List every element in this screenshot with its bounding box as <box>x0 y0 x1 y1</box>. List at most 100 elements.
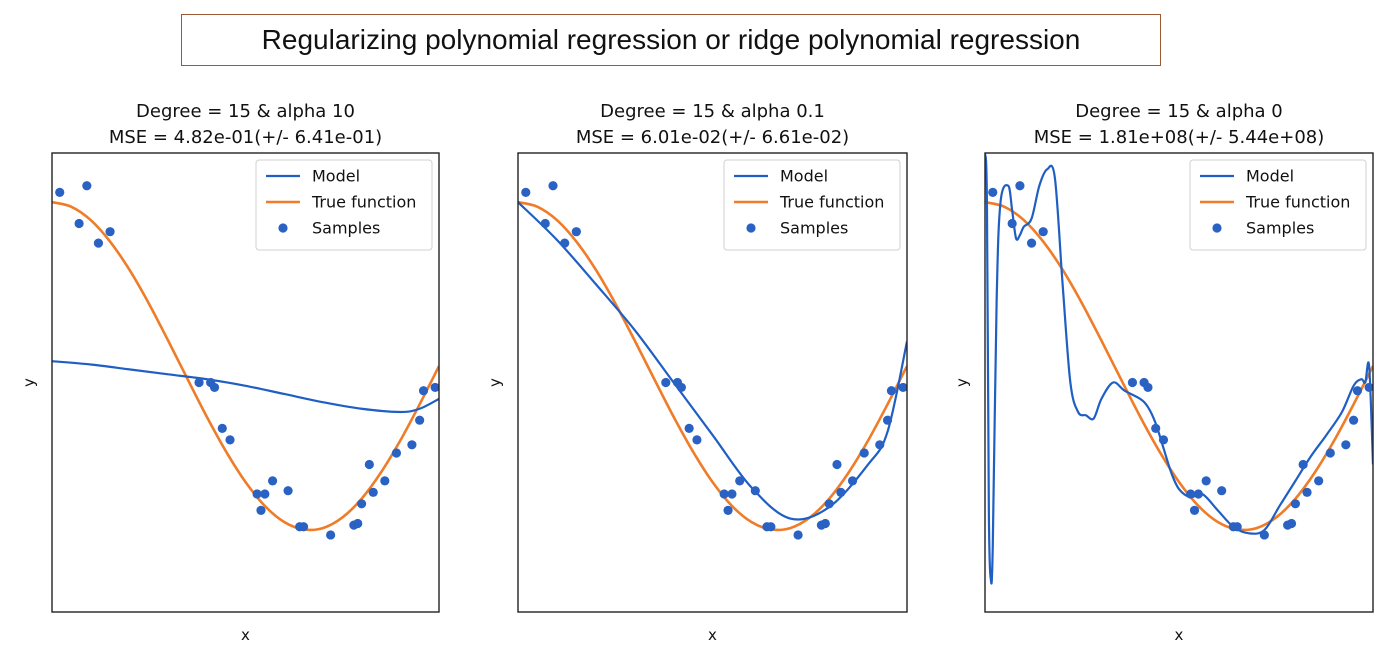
sample-point <box>1341 440 1351 450</box>
sample-point <box>1143 382 1153 393</box>
sample-point <box>1201 476 1211 486</box>
sample-point <box>298 522 309 532</box>
x-axis-label: x <box>1175 626 1184 644</box>
x-axis-label: x <box>241 626 250 644</box>
sample-point <box>1217 486 1227 496</box>
sample-point <box>260 489 270 499</box>
true-function-line <box>518 200 907 532</box>
sample-point <box>988 187 998 197</box>
sample-point <box>82 181 92 191</box>
legend: Model True function Samples <box>723 159 901 251</box>
sample-point <box>1038 227 1048 237</box>
sample-point <box>1026 238 1037 248</box>
sample-point <box>521 187 531 197</box>
sample-point <box>1007 218 1017 229</box>
sample-point <box>364 459 374 470</box>
sample-point <box>832 459 842 470</box>
legend-label: Samples <box>312 219 380 238</box>
legend-label: True function <box>311 193 416 212</box>
legend: Model True function Samples <box>255 159 433 251</box>
sample-point <box>727 489 737 499</box>
legend-swatch <box>278 223 288 233</box>
sample-point <box>886 386 897 396</box>
panel-title: Degree = 15 & alpha 0 <box>1075 101 1283 122</box>
sample-point <box>766 522 776 532</box>
sample-point <box>267 476 278 486</box>
sample-point <box>1302 487 1312 497</box>
sample-point <box>194 377 204 388</box>
panel-subtitle: MSE = 4.82e-01(+/- 6.41e-01) <box>109 127 382 148</box>
model-line <box>52 360 439 414</box>
sample-point <box>55 187 65 197</box>
sample-point <box>1364 382 1373 393</box>
panel-subtitle: MSE = 6.01e-02(+/- 6.61e-02) <box>576 127 849 148</box>
sample-point <box>847 476 858 486</box>
sample-point <box>1325 448 1335 458</box>
sample-point <box>283 486 293 496</box>
legend-label: True function <box>779 193 884 212</box>
model-line <box>985 153 1373 585</box>
sample-point <box>430 382 439 393</box>
sample-point <box>723 505 733 515</box>
sample-point <box>391 448 402 458</box>
sample-point <box>326 530 336 540</box>
plot-area <box>518 181 907 540</box>
panel-title: Degree = 15 & alpha 0.1 <box>600 101 825 122</box>
sample-point <box>1286 518 1297 529</box>
plot-area <box>52 181 439 540</box>
sample-point <box>209 382 220 393</box>
sample-point <box>560 238 570 248</box>
sample-point <box>1151 423 1161 433</box>
sample-point <box>1186 489 1196 499</box>
legend-label: Samples <box>780 219 848 238</box>
sample-point <box>750 486 760 496</box>
sample-point <box>875 440 885 450</box>
true-function-line <box>985 200 1373 532</box>
sample-point <box>548 181 558 191</box>
sample-point <box>824 499 834 509</box>
sample-point <box>380 476 390 486</box>
sample-point <box>368 487 378 497</box>
axes-frame <box>984 152 1374 613</box>
legend-swatch <box>746 223 756 233</box>
legend-box <box>1189 159 1367 251</box>
true-function-line <box>52 200 439 532</box>
sample-point <box>1290 499 1300 509</box>
sample-point <box>217 423 227 433</box>
sample-point <box>859 448 869 458</box>
sample-point <box>661 377 671 388</box>
axes-frame <box>517 152 908 613</box>
chart-panel-3: Degree = 15 & alpha 0 MSE = 1.81e+08(+/- … <box>953 101 1374 644</box>
sample-point <box>882 415 893 425</box>
sample-point <box>1314 476 1324 486</box>
sample-point <box>793 530 803 540</box>
legend-label: Model <box>780 167 828 186</box>
legend-label: Model <box>312 167 360 186</box>
sample-point <box>676 382 686 393</box>
chart-panel-1: Degree = 15 & alpha 10 MSE = 4.82e-01(+/-… <box>20 101 440 644</box>
sample-point <box>93 238 104 248</box>
sample-point <box>1349 415 1359 425</box>
legend: Model True function Samples <box>1189 159 1367 251</box>
sample-point <box>74 218 84 229</box>
model-line <box>518 201 907 521</box>
sample-point <box>719 489 729 499</box>
y-axis-label: y <box>486 378 504 387</box>
sample-point <box>1352 386 1363 396</box>
sample-point <box>418 386 429 396</box>
sample-point <box>105 227 115 237</box>
sample-point <box>820 518 830 529</box>
chart-panel-2: Degree = 15 & alpha 0.1 MSE = 6.01e-02(+/… <box>486 101 908 644</box>
sample-point <box>1127 377 1138 388</box>
sample-point <box>1232 522 1242 532</box>
sample-point <box>357 499 367 509</box>
sample-point <box>415 415 425 425</box>
sample-point <box>898 382 907 393</box>
x-axis-label: x <box>708 626 717 644</box>
sample-point <box>353 518 363 529</box>
sample-point <box>1015 181 1025 191</box>
panel-title: Degree = 15 & alpha 10 <box>136 101 355 122</box>
y-axis-label: y <box>20 378 38 387</box>
legend-swatch <box>1212 223 1222 233</box>
